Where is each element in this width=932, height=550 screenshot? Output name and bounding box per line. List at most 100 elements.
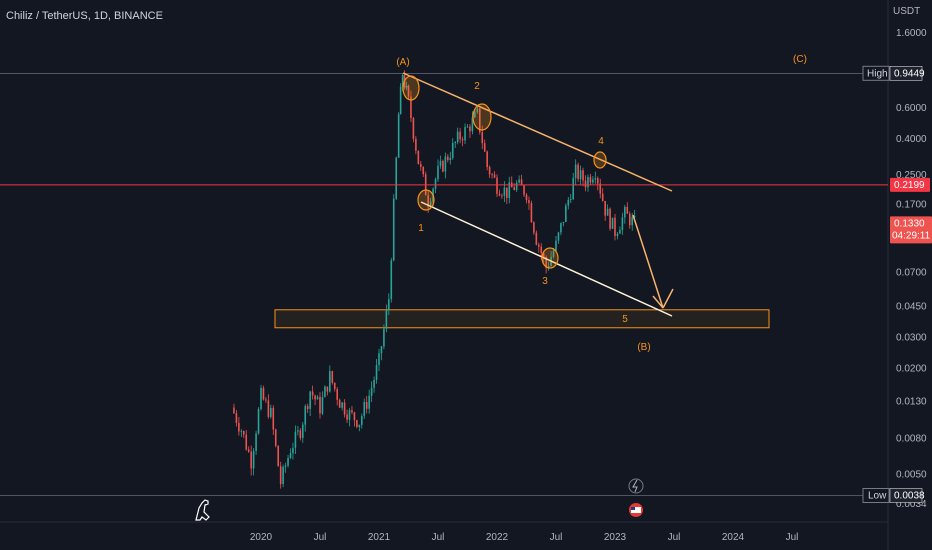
x-tick-label: 2021 xyxy=(368,532,391,543)
candle-body xyxy=(385,309,388,329)
candle-body xyxy=(390,260,393,300)
candle-body xyxy=(483,143,486,152)
candle-body xyxy=(562,221,565,224)
high-label: High xyxy=(867,68,888,79)
y-tick-label: 0.0050 xyxy=(896,469,927,480)
projection-arrow xyxy=(632,214,674,309)
y-tick-label: 0.0300 xyxy=(896,332,927,343)
candle-body xyxy=(250,451,252,469)
candle-body xyxy=(471,117,474,132)
candle-body xyxy=(304,406,307,425)
candle-body xyxy=(412,118,415,139)
candle-body xyxy=(255,433,257,451)
y-tick-label: 0.0700 xyxy=(896,268,927,279)
candle-body xyxy=(399,86,402,115)
candle-body xyxy=(606,208,609,216)
candle-body xyxy=(405,85,408,88)
channel-upper-line xyxy=(402,72,673,192)
candle-body xyxy=(324,386,326,398)
candle-body xyxy=(353,412,356,421)
candle-body xyxy=(439,160,442,166)
y-tick-label: 0.4000 xyxy=(896,134,927,145)
candle-body xyxy=(333,382,336,390)
candle-body xyxy=(314,395,316,400)
y-tick-label: 0.1700 xyxy=(896,200,927,211)
candle-body xyxy=(469,126,471,132)
countdown-timer: 04:29:11 xyxy=(892,230,931,241)
candle-body xyxy=(577,164,579,180)
candle-body xyxy=(515,182,518,190)
candle-body xyxy=(233,407,235,414)
candle-body xyxy=(235,413,238,423)
candle-body xyxy=(410,96,412,119)
candle-body xyxy=(351,410,353,413)
candle-body xyxy=(611,217,614,229)
candle-body xyxy=(464,127,466,141)
candle-body xyxy=(451,142,454,158)
candle-body xyxy=(240,431,243,432)
candle-body xyxy=(621,217,624,230)
candle-body xyxy=(282,466,284,485)
candle-body xyxy=(434,179,437,189)
candle-body xyxy=(274,429,277,446)
candle-body xyxy=(614,217,616,236)
wave-marker-circle xyxy=(402,75,420,101)
candle-body xyxy=(365,402,368,409)
channel-lower-line xyxy=(420,201,673,317)
candle-body xyxy=(444,156,447,172)
candle-body xyxy=(356,420,358,427)
candle-body xyxy=(596,178,599,184)
candle-body xyxy=(592,179,594,183)
candle-body xyxy=(363,402,366,417)
candle-body xyxy=(594,178,597,180)
candle-body xyxy=(287,458,289,466)
candle-body xyxy=(518,179,520,183)
candle-body xyxy=(260,387,262,410)
x-tick-label: 2020 xyxy=(250,532,273,543)
candle-body xyxy=(569,199,572,201)
candle-body xyxy=(508,182,511,198)
candle-body xyxy=(383,328,385,347)
wave-marker-circle xyxy=(593,151,607,169)
candle-body xyxy=(292,447,294,454)
candle-body xyxy=(589,176,592,183)
candle-body xyxy=(242,431,245,435)
candle-body xyxy=(498,193,501,196)
candle-body xyxy=(279,466,282,485)
candle-body xyxy=(321,397,324,414)
candle-body xyxy=(535,232,538,245)
candle-body xyxy=(277,445,280,467)
low-label-box xyxy=(862,487,890,503)
x-tick-label: 2022 xyxy=(486,532,509,543)
candle-body xyxy=(565,205,567,222)
candle-body xyxy=(284,465,287,467)
candle-body xyxy=(311,391,314,396)
lightning-bolt-icon xyxy=(632,479,638,493)
candle-body xyxy=(415,138,417,151)
flag-stripes-icon xyxy=(631,507,641,513)
wave-marker-circle xyxy=(417,189,435,211)
candle-body xyxy=(523,185,525,195)
candle-body xyxy=(456,131,459,142)
wave-marker-circle xyxy=(472,103,492,131)
candle-body xyxy=(341,402,343,408)
candle-body xyxy=(584,180,587,188)
low-label: Low xyxy=(868,490,887,501)
tradingview-logo-icon xyxy=(195,499,210,521)
candle-body xyxy=(631,216,634,226)
low-value-box xyxy=(889,488,923,503)
candle-body xyxy=(329,371,331,392)
low-value: 0.0038 xyxy=(894,490,925,501)
candle-body xyxy=(542,253,545,258)
candle-body xyxy=(297,430,299,432)
candle-body xyxy=(560,223,562,233)
high-value-box xyxy=(889,66,923,81)
candle-body xyxy=(309,391,311,409)
candle-body xyxy=(368,395,370,409)
candle-layer xyxy=(233,70,636,489)
candle-body xyxy=(294,431,297,448)
wave-label: 3 xyxy=(542,276,548,287)
candle-body xyxy=(336,389,339,400)
